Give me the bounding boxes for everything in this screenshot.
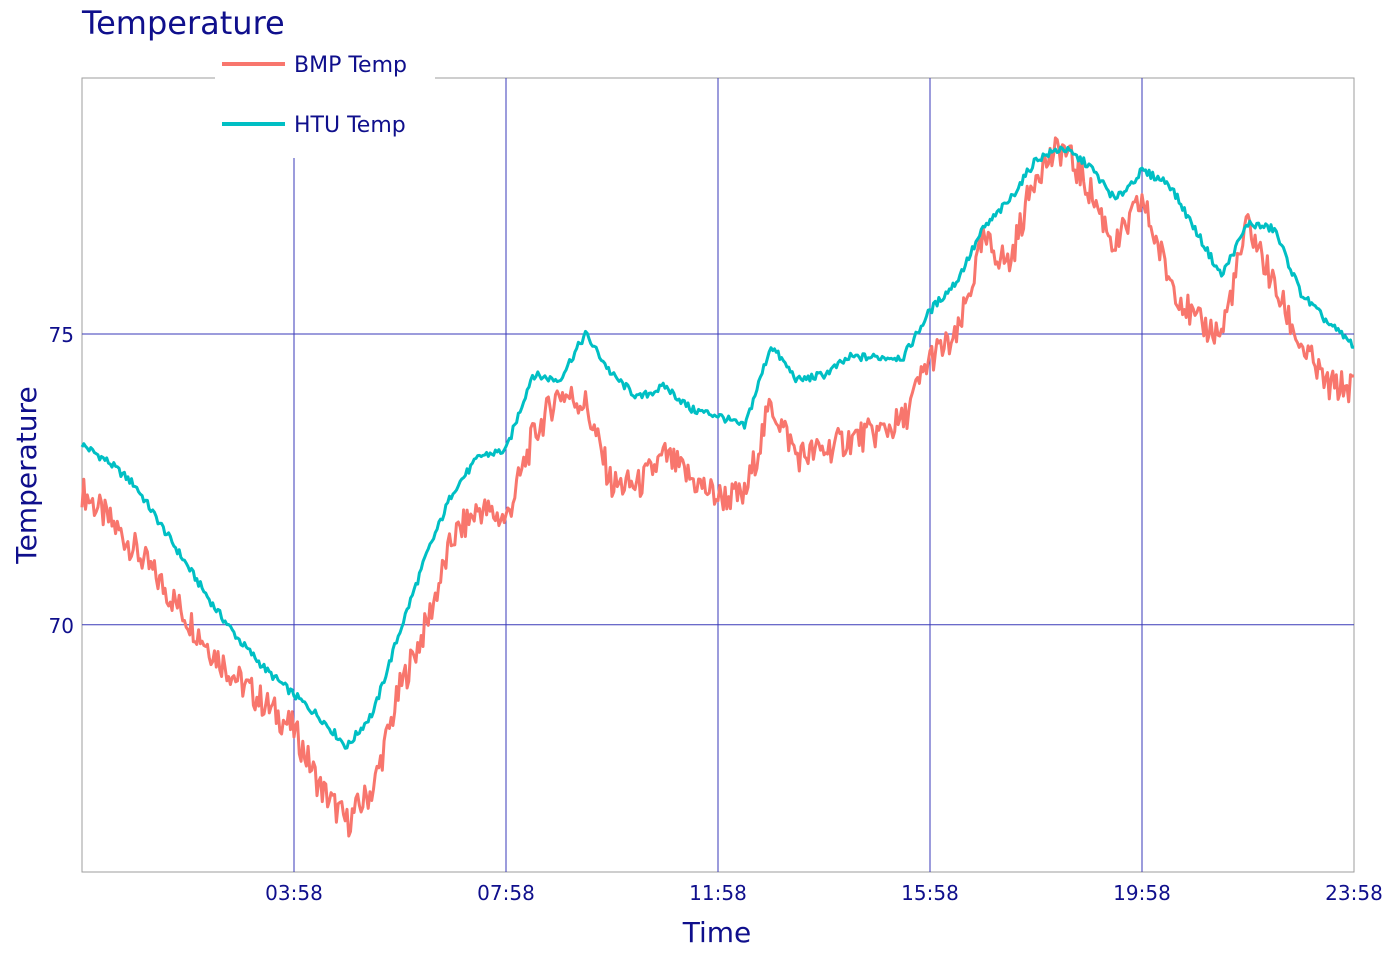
x-tick-label: 11:58 xyxy=(689,881,747,905)
series-line-bmp-temp xyxy=(80,136,1355,838)
legend-label: HTU Temp xyxy=(294,113,406,138)
series-lines xyxy=(80,136,1355,838)
series-line-htu-temp xyxy=(80,145,1354,750)
x-tick-label: 03:58 xyxy=(265,881,323,905)
x-tick-label: 07:58 xyxy=(477,881,535,905)
grid-lines xyxy=(82,78,1354,872)
legend-label: BMP Temp xyxy=(294,53,407,78)
x-tick-label: 19:58 xyxy=(1113,881,1171,905)
y-tick-labels: 70 75 xyxy=(49,323,74,638)
y-tick-label: 75 xyxy=(49,323,74,347)
y-tick-label: 70 xyxy=(49,614,74,638)
y-axis-label: Temperature xyxy=(10,386,43,564)
x-axis-label: Time xyxy=(682,916,752,949)
x-tick-labels: 03:58 07:58 11:58 15:58 19:58 23:58 xyxy=(265,881,1383,905)
x-tick-label: 15:58 xyxy=(901,881,959,905)
chart-title: Temperature xyxy=(81,4,285,42)
legend: BMP Temp HTU Temp xyxy=(215,44,435,156)
x-tick-label: 23:58 xyxy=(1325,881,1383,905)
